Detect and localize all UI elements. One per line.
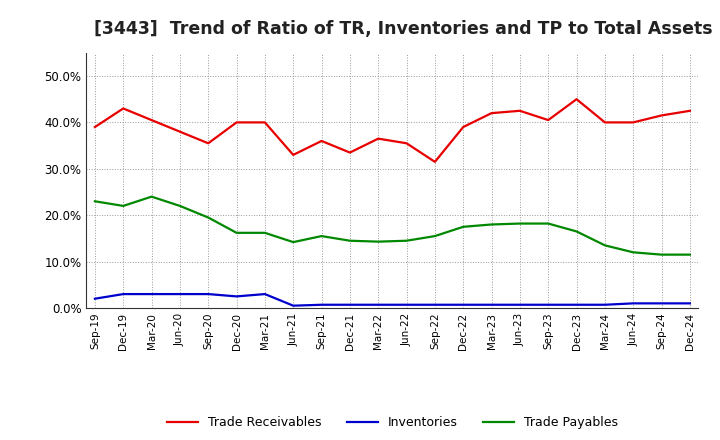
Inventories <box>459 302 467 308</box>
Inventories <box>487 302 496 308</box>
Trade Receivables <box>318 138 326 143</box>
Trade Payables <box>572 229 581 234</box>
Trade Payables <box>233 230 241 235</box>
Trade Payables <box>431 234 439 239</box>
Trade Payables <box>289 239 297 245</box>
Trade Receivables <box>431 159 439 165</box>
Inventories <box>119 291 127 297</box>
Inventories <box>374 302 382 308</box>
Inventories <box>629 301 637 306</box>
Trade Receivables <box>91 125 99 130</box>
Trade Payables <box>204 215 212 220</box>
Trade Payables <box>318 234 326 239</box>
Trade Receivables <box>685 108 694 114</box>
Trade Payables <box>657 252 666 257</box>
Trade Payables <box>374 239 382 244</box>
Trade Payables <box>487 222 496 227</box>
Trade Receivables <box>459 125 467 130</box>
Trade Receivables <box>233 120 241 125</box>
Legend: Trade Receivables, Inventories, Trade Payables: Trade Receivables, Inventories, Trade Pa… <box>162 411 623 434</box>
Inventories <box>318 302 326 308</box>
Trade Receivables <box>572 96 581 102</box>
Trade Receivables <box>629 120 637 125</box>
Trade Receivables <box>289 152 297 158</box>
Inventories <box>600 302 609 308</box>
Trade Receivables <box>119 106 127 111</box>
Inventories <box>657 301 666 306</box>
Trade Payables <box>516 221 524 226</box>
Trade Payables <box>346 238 354 243</box>
Line: Trade Payables: Trade Payables <box>95 197 690 255</box>
Trade Receivables <box>204 141 212 146</box>
Trade Payables <box>544 221 552 226</box>
Trade Receivables <box>346 150 354 155</box>
Trade Payables <box>176 203 184 209</box>
Trade Receivables <box>402 141 411 146</box>
Inventories <box>289 303 297 308</box>
Inventories <box>572 302 581 308</box>
Trade Receivables <box>657 113 666 118</box>
Trade Payables <box>629 249 637 255</box>
Trade Receivables <box>544 117 552 123</box>
Trade Receivables <box>487 110 496 116</box>
Trade Payables <box>600 243 609 248</box>
Inventories <box>91 296 99 301</box>
Inventories <box>346 302 354 308</box>
Inventories <box>544 302 552 308</box>
Trade Receivables <box>516 108 524 114</box>
Trade Receivables <box>148 117 156 123</box>
Inventories <box>148 291 156 297</box>
Text: [3443]  Trend of Ratio of TR, Inventories and TP to Total Assets: [3443] Trend of Ratio of TR, Inventories… <box>94 20 712 38</box>
Trade Receivables <box>374 136 382 141</box>
Trade Receivables <box>600 120 609 125</box>
Line: Trade Receivables: Trade Receivables <box>95 99 690 162</box>
Trade Payables <box>119 203 127 209</box>
Inventories <box>204 291 212 297</box>
Line: Inventories: Inventories <box>95 294 690 306</box>
Inventories <box>261 291 269 297</box>
Inventories <box>176 291 184 297</box>
Inventories <box>402 302 411 308</box>
Inventories <box>685 301 694 306</box>
Inventories <box>233 294 241 299</box>
Trade Payables <box>261 230 269 235</box>
Trade Receivables <box>176 129 184 134</box>
Trade Payables <box>459 224 467 229</box>
Inventories <box>516 302 524 308</box>
Trade Payables <box>91 198 99 204</box>
Trade Payables <box>402 238 411 243</box>
Trade Payables <box>148 194 156 199</box>
Inventories <box>431 302 439 308</box>
Trade Receivables <box>261 120 269 125</box>
Trade Payables <box>685 252 694 257</box>
